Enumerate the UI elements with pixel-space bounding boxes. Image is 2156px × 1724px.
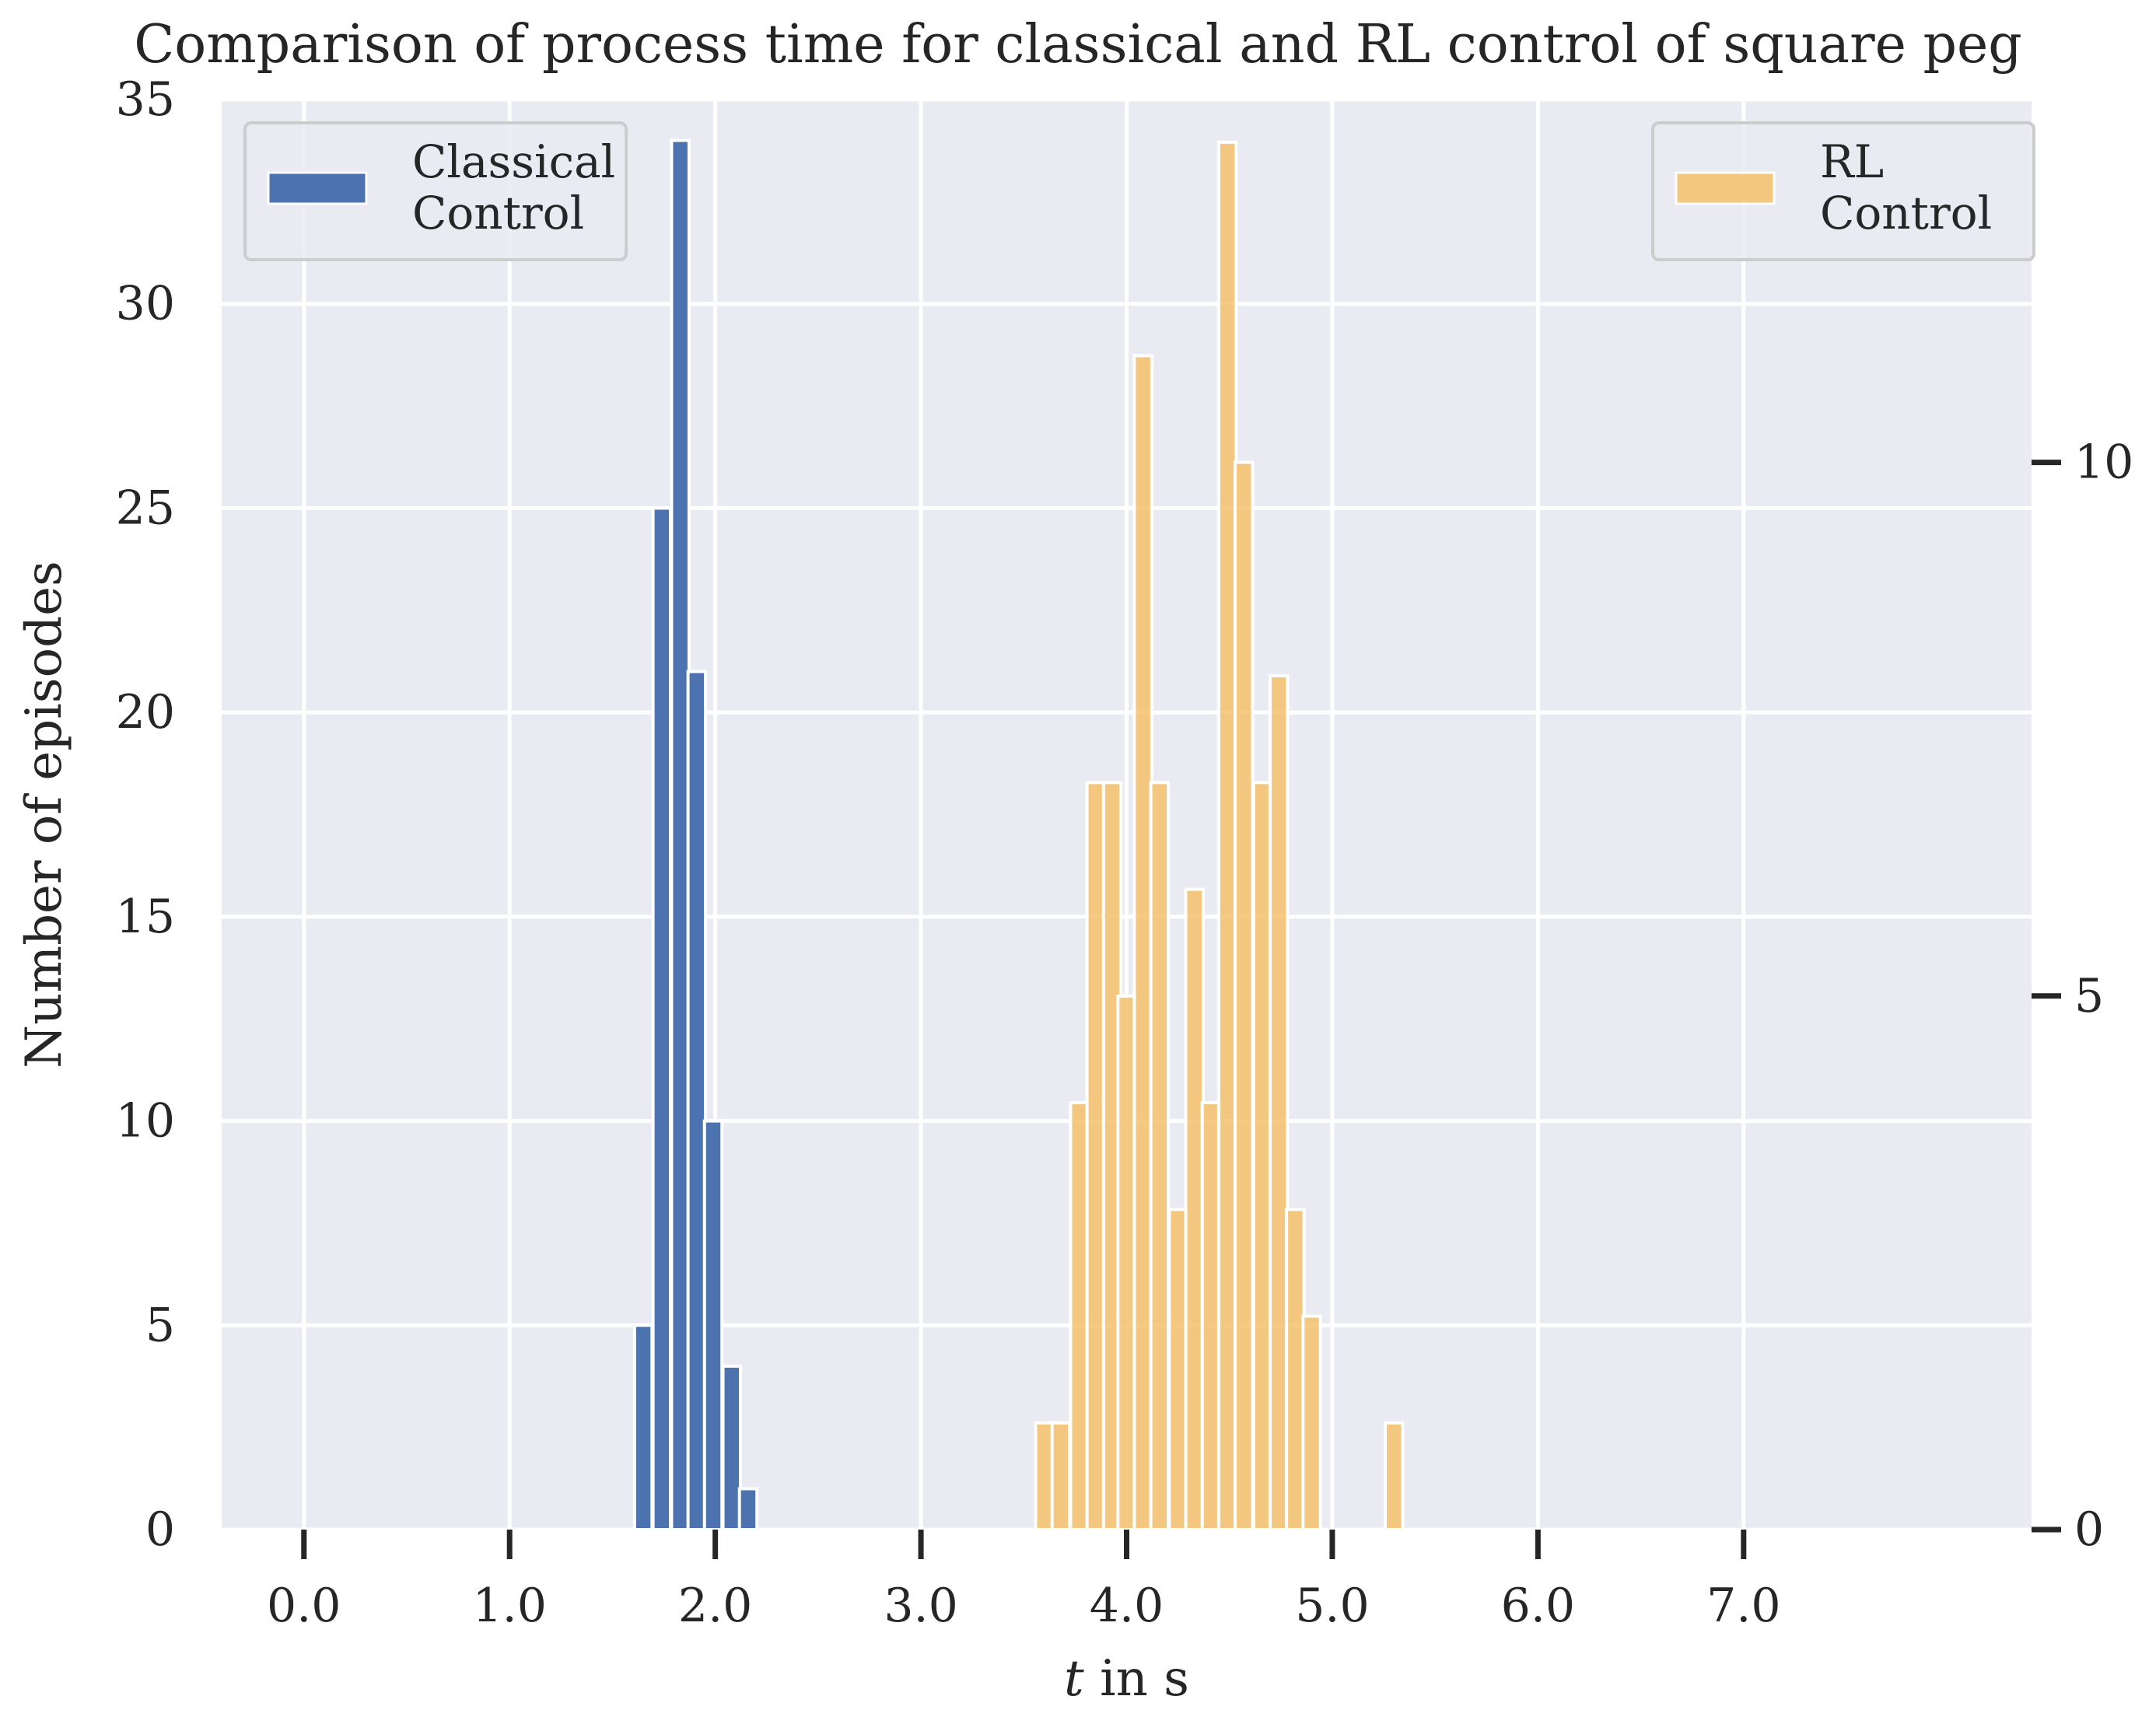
y-left-tick-label-2: 10 <box>116 1094 175 1149</box>
legend-swatch-0 <box>267 171 368 205</box>
series-1-bar-9 <box>1184 887 1206 1531</box>
legend-box-1 <box>1651 121 2035 261</box>
series-1-bar-16 <box>1301 1314 1322 1531</box>
series-1-bar-6 <box>1132 354 1153 1531</box>
x-tick-label-5: 5.0 <box>1295 1579 1369 1633</box>
series-0-bar-6 <box>737 1487 759 1532</box>
x-tick-label-4: 4.0 <box>1090 1579 1164 1633</box>
x-tick-label-7: 7.0 <box>1706 1579 1780 1633</box>
x-axis-label-variable: t <box>1064 1650 1084 1708</box>
x-tick-label-1: 1.0 <box>472 1579 546 1633</box>
y-right-tick-label-0: 0 <box>2074 1502 2104 1557</box>
y-left-tick-label-5: 25 <box>116 481 175 535</box>
x-tick-label-6: 6.0 <box>1501 1579 1575 1633</box>
x-tick-label-2: 2.0 <box>678 1579 752 1633</box>
x-axis-label: t in s <box>1064 1650 1189 1708</box>
series-1-bar-7 <box>1149 781 1171 1531</box>
series-1-bar-0 <box>1034 1421 1055 1532</box>
x-tick-label-3: 3.0 <box>884 1579 957 1633</box>
series-0-bar-1 <box>651 506 673 1531</box>
series-1-bar-12 <box>1233 460 1255 1531</box>
y-left-tick-label-7: 35 <box>116 72 175 127</box>
series-1-bar-3 <box>1085 781 1107 1531</box>
series-1-bar-17 <box>1384 1421 1405 1532</box>
legend-label-1-0: RL <box>1820 135 1884 188</box>
y-left-tick-label-3: 15 <box>116 890 175 944</box>
y-right-tick-label-2: 10 <box>2074 435 2133 490</box>
legend-swatch-1 <box>1675 171 1776 205</box>
series-0-bar-5 <box>721 1364 743 1532</box>
series-0-bar-4 <box>702 1119 724 1531</box>
series-1-bar-2 <box>1069 1101 1090 1531</box>
series-0-bar-0 <box>632 1324 654 1532</box>
series-1-bar-1 <box>1050 1421 1072 1532</box>
ticks-layer: 0.0 1.0 2.0 3.0 4.0 5.0 6.0 7.0 0 5 10 15 20 25 30 35 0 5… <box>116 72 2134 1633</box>
y-right-tick-label-1: 5 <box>2074 969 2104 1023</box>
series-1-bar-10 <box>1200 1101 1222 1531</box>
y-left-tick-label-4: 20 <box>116 685 175 740</box>
series-1-bar-13 <box>1251 781 1273 1531</box>
series-1-bar-11 <box>1216 140 1238 1532</box>
legend-label-0-0: Classical <box>412 135 615 188</box>
legend-label-1-1: Control <box>1820 187 1992 240</box>
x-axis-label-unit: in s <box>1084 1650 1189 1708</box>
y-left-tick-label-6: 30 <box>116 277 175 331</box>
series-0-bar-3 <box>686 670 708 1531</box>
legend-label-0-1: Control <box>412 187 584 240</box>
bars-layer <box>632 138 1405 1532</box>
series-1-bar-14 <box>1268 674 1290 1531</box>
series-1-bar-8 <box>1167 1208 1188 1531</box>
series-0-bar-2 <box>670 138 691 1532</box>
series-1-bar-15 <box>1285 1208 1306 1531</box>
series-1-bar-5 <box>1116 994 1137 1532</box>
y-axis-label: Number of episodes <box>16 561 73 1068</box>
y-left-tick-label-0: 0 <box>145 1502 175 1557</box>
y-left-tick-label-1: 5 <box>145 1298 175 1352</box>
chart-title: Comparison of process time for classical… <box>134 14 2022 75</box>
legend-box-0 <box>243 121 628 261</box>
x-tick-label-0: 0.0 <box>267 1579 341 1633</box>
